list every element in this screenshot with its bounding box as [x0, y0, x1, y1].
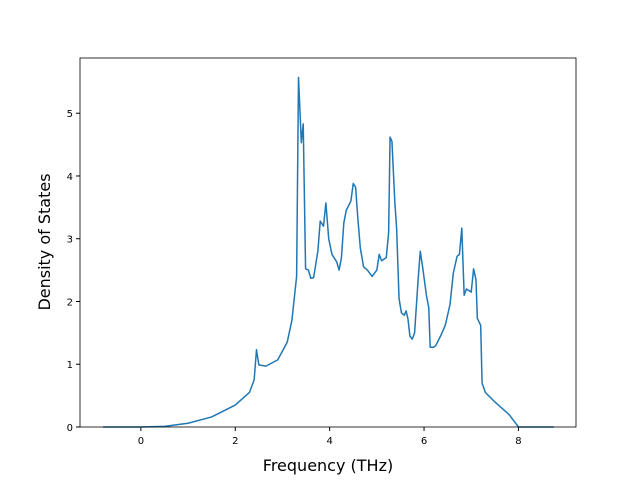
- y-tick-label: 1: [67, 360, 73, 371]
- y-axis-label: Density of States: [35, 173, 54, 310]
- y-tick-label: 2: [67, 297, 73, 308]
- x-tick-label: 6: [421, 436, 427, 447]
- y-tick-label: 4: [67, 172, 73, 183]
- y-tick-label: 3: [67, 235, 73, 246]
- x-axis-label: Frequency (THz): [263, 456, 393, 475]
- y-tick-label: 0: [67, 423, 73, 434]
- plot-frame: [79, 57, 577, 428]
- x-tick-label: 0: [138, 436, 144, 447]
- y-tick-label: 5: [67, 109, 73, 120]
- x-tick-label: 4: [326, 436, 332, 447]
- x-tick-label: 2: [232, 436, 238, 447]
- x-tick-label: 8: [515, 436, 521, 447]
- line: [103, 76, 554, 428]
